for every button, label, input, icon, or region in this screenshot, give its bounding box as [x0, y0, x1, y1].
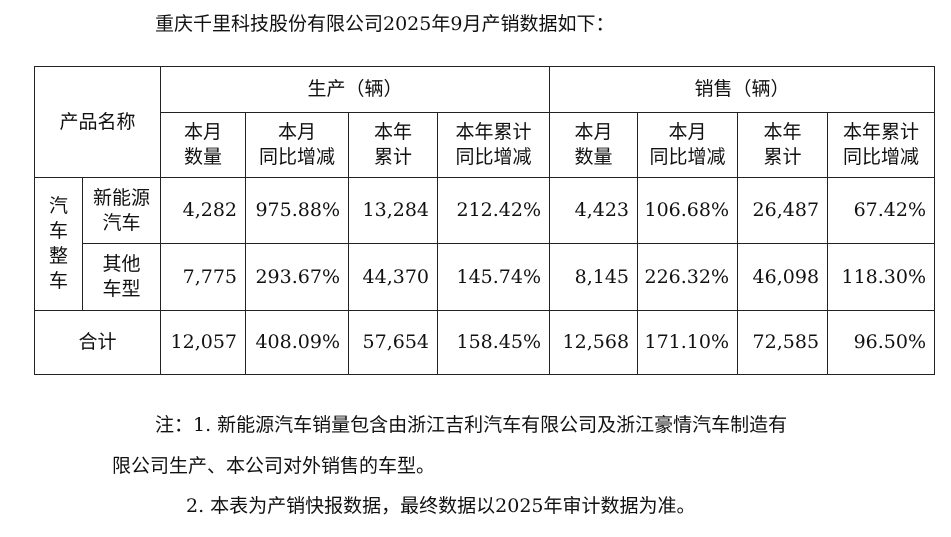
- intro: 重庆千里科技股份有限公司2025年9月产销数据如下：: [155, 13, 615, 35]
- data-cell: 158.45%: [437, 310, 551, 375]
- row-label: 新能源 汽车: [81, 177, 162, 244]
- column-header: 本年累计 同比增减: [437, 112, 551, 178]
- data-cell: 7,775: [160, 243, 247, 311]
- column-header: 本月 同比增减: [245, 112, 350, 178]
- data-cell: 975.88%: [245, 177, 350, 244]
- group-header: 生产（辆）: [160, 66, 551, 113]
- data-table: 产品名称 生产（辆） 销售（辆） 本月 数量 本月 同比增减 本年 累计 本年累计 同比增减…: [33, 66, 936, 375]
- data-cell: 13,284: [348, 177, 439, 244]
- column-header: 本年 累计: [348, 112, 439, 178]
- column-header: 本月 数量: [160, 112, 247, 178]
- data-cell: 26,487: [737, 177, 829, 244]
- data-cell: 4,423: [549, 177, 639, 244]
- table-row: 合计 12,057 408.09% 57,654 158.45% 12,568 171.10…: [33, 310, 936, 375]
- table-row: 汽车 整车 新能源 汽车 4,282 975.88% 13,284 212.42% 4,42…: [34, 177, 936, 311]
- data-cell: 12,568: [549, 310, 639, 375]
- data-cell: 96.50%: [827, 310, 936, 375]
- group-header: 销售（辆）: [549, 66, 936, 113]
- total-label: 合计: [33, 310, 162, 375]
- data-cell: 72,585: [737, 310, 829, 375]
- corner-header: 产品名称: [33, 66, 162, 178]
- data-cell: 46,098: [737, 243, 829, 311]
- data-cell: 408.09%: [245, 310, 350, 375]
- data-cell: 118.30%: [827, 243, 936, 311]
- data-cell: 171.10%: [637, 310, 739, 375]
- table-row: 本月 数量 本月 同比增减 本年 累计 本年累计 同比增减 本月 数量 本月 同比增减 本年…: [35, 112, 936, 178]
- row-label: 其他 车型: [81, 243, 162, 311]
- note-line: 限公司生产、本公司对外销售的车型。: [112, 455, 436, 477]
- data-cell: 4,282: [160, 177, 247, 244]
- data-cell: 212.42%: [437, 177, 551, 244]
- column-header: 本月 数量: [549, 112, 639, 178]
- column-header: 本月 同比增减: [637, 112, 739, 178]
- table-row: 其他 车型 7,775 293.67% 44,370 145.74% 8,145 226.3…: [35, 243, 936, 311]
- column-header: 本年 累计: [737, 112, 829, 178]
- table-row: 产品名称 生产（辆） 销售（辆）: [33, 66, 936, 178]
- data-cell: 293.67%: [245, 243, 350, 311]
- data-cell: 57,654: [348, 310, 439, 375]
- data-cell: 67.42%: [827, 177, 936, 244]
- note-line: 注：1. 新能源汽车销量包含由浙江吉利汽车有限公司及浙江豪情汽车制造有: [155, 414, 788, 436]
- data-cell: 226.32%: [637, 243, 739, 311]
- column-header: 本年累计 同比增减: [827, 112, 936, 178]
- data-cell: 8,145: [549, 243, 639, 311]
- data-cell: 12,057: [160, 310, 247, 375]
- note-line: 2. 本表为产销快报数据，最终数据以2025年审计数据为准。: [186, 495, 696, 517]
- category-label: 汽车 整车: [34, 177, 83, 311]
- data-cell: 145.74%: [437, 243, 551, 311]
- data-cell: 44,370: [348, 243, 439, 311]
- data-cell: 106.68%: [637, 177, 739, 244]
